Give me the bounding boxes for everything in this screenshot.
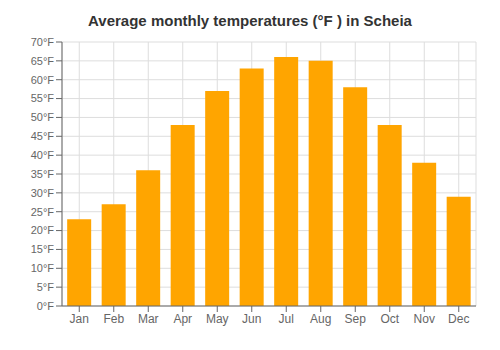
svg-text:40°F: 40°F xyxy=(31,149,55,161)
svg-text:45°F: 45°F xyxy=(31,130,55,142)
svg-text:70°F: 70°F xyxy=(31,36,55,48)
html-text:Average monthly temperatures (: Average monthly temperatures (°F ) in Sc… xyxy=(88,12,412,29)
svg-text:Feb: Feb xyxy=(103,312,124,326)
svg-text:10°F: 10°F xyxy=(31,262,55,274)
svg-text:Sep: Sep xyxy=(345,312,367,326)
svg-text:Dec: Dec xyxy=(448,312,469,326)
svg-text:Jan: Jan xyxy=(70,312,89,326)
svg-text:Nov: Nov xyxy=(414,312,435,326)
svg-text:Jun: Jun xyxy=(242,312,261,326)
svg-text:35°F: 35°F xyxy=(31,168,55,180)
svg-text:Mar: Mar xyxy=(138,312,159,326)
svg-text:60°F: 60°F xyxy=(31,74,55,86)
svg-text:25°F: 25°F xyxy=(31,206,55,218)
svg-text:50°F: 50°F xyxy=(31,111,55,123)
svg-text:May: May xyxy=(206,312,229,326)
svg-text:Apr: Apr xyxy=(173,312,192,326)
svg-text:Jul: Jul xyxy=(279,312,294,326)
svg-text:55°F: 55°F xyxy=(31,92,55,104)
svg-text:65°F: 65°F xyxy=(31,55,55,67)
svg-text:20°F: 20°F xyxy=(31,224,55,236)
svg-text:30°F: 30°F xyxy=(31,187,55,199)
svg-text:15°F: 15°F xyxy=(31,243,55,255)
svg-text:5°F: 5°F xyxy=(37,281,55,293)
svg-text:0°F: 0°F xyxy=(37,300,55,312)
svg-text:Oct: Oct xyxy=(380,312,399,326)
svg-text:Aug: Aug xyxy=(310,312,331,326)
